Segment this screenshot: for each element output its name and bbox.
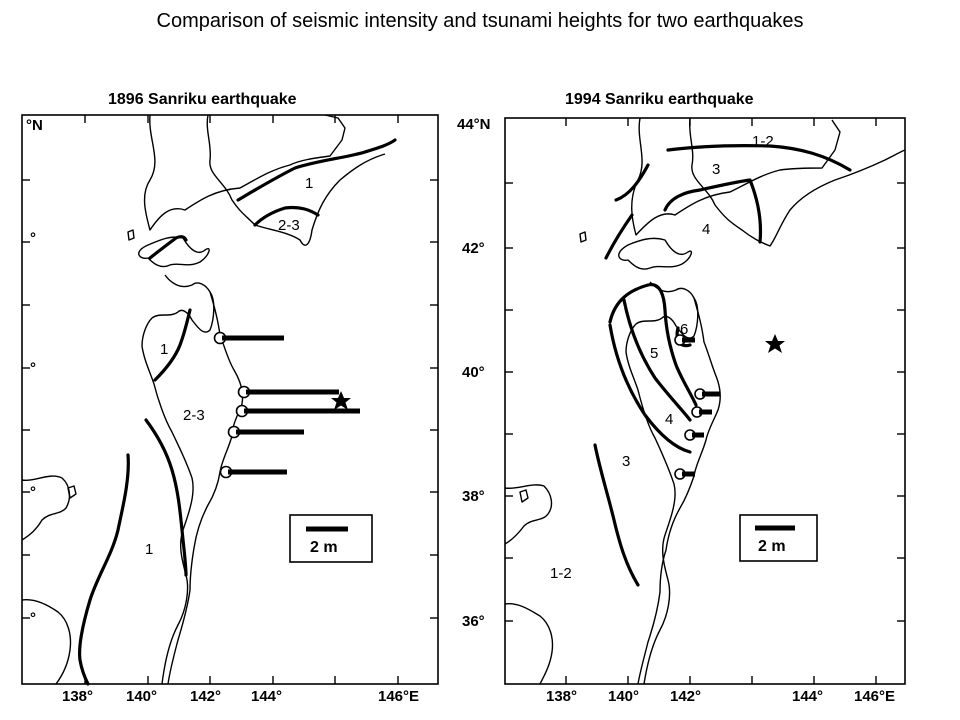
intensity-label: 1	[145, 541, 153, 558]
intensity-label: 4	[702, 221, 710, 238]
map-heading: 1896 Sanriku earthquake	[108, 91, 297, 108]
lat-tick: 36°	[462, 613, 485, 630]
lat-tick: °	[30, 360, 36, 377]
intensity-label: 2-3	[278, 217, 300, 234]
coastline	[504, 117, 906, 685]
intensity-label: 6	[680, 321, 688, 338]
lat-tick: °	[30, 484, 36, 501]
intensity-label: 1	[160, 341, 168, 358]
lat-tick-labels: °N ° ° ° °	[26, 117, 43, 627]
lon-tick: 142°	[190, 688, 221, 705]
tsunami-bars	[674, 334, 720, 480]
intensity-labels: 1-2 3 4 6 5 4 3 1-2	[550, 133, 774, 582]
lon-tick: 146°E	[854, 688, 895, 705]
map-frame	[21, 114, 439, 685]
lon-tick: 140°	[126, 688, 157, 705]
intensity-label: 2-3	[183, 407, 205, 424]
lat-tick: 38°	[462, 488, 485, 505]
isoseismal-lines	[78, 138, 397, 686]
intensity-label: 5	[650, 345, 658, 362]
intensity-label: 3	[622, 453, 630, 470]
lat-tick: °	[30, 230, 36, 247]
lat-tick: 44°N	[457, 116, 491, 133]
epicenter-star-icon	[331, 391, 351, 410]
lon-tick: 138°	[62, 688, 93, 705]
coastline	[21, 114, 386, 685]
lon-tick: 144°	[251, 688, 282, 705]
lon-tick: 146°E	[378, 688, 419, 705]
map-1994: 1994 Sanriku earthquake	[457, 91, 906, 705]
lon-tick: 140°	[608, 688, 639, 705]
frame-ticks	[505, 118, 905, 684]
intensity-label: 4	[665, 411, 673, 428]
scale-label: 2 m	[310, 539, 338, 556]
map-1896: 1896 Sanriku earthquake	[21, 91, 439, 705]
intensity-labels: 1 2-3 1 2-3 1	[145, 175, 313, 558]
intensity-label: 1	[305, 175, 313, 192]
frame-ticks	[22, 115, 438, 684]
lat-tick: 42°	[462, 240, 485, 257]
tsunami-bars	[213, 331, 360, 479]
lat-tick: 40°	[462, 364, 485, 381]
intensity-label: 1-2	[550, 565, 572, 582]
scale-box: 2 m	[739, 514, 818, 562]
epicenter-star-icon	[765, 334, 785, 353]
lon-tick-labels: 138° 140° 142° 144° 146°E	[62, 688, 419, 705]
lat-tick: °N	[26, 117, 43, 134]
lon-tick: 142°	[670, 688, 701, 705]
lon-tick-labels: 138° 140° 142° 144° 146°E	[546, 688, 895, 705]
page-title: Comparison of seismic intensity and tsun…	[156, 10, 804, 32]
lon-tick: 144°	[792, 688, 823, 705]
isoseismal-lines	[593, 144, 852, 587]
lat-tick-labels: 44°N 42° 40° 38° 36°	[457, 116, 491, 630]
scale-box: 2 m	[289, 514, 373, 563]
intensity-label: 1-2	[752, 133, 774, 150]
map-frame	[504, 117, 906, 685]
map-heading: 1994 Sanriku earthquake	[565, 91, 754, 108]
intensity-label: 3	[712, 161, 720, 178]
lon-tick: 138°	[546, 688, 577, 705]
scale-label: 2 m	[758, 538, 786, 555]
lat-tick: °	[30, 610, 36, 627]
